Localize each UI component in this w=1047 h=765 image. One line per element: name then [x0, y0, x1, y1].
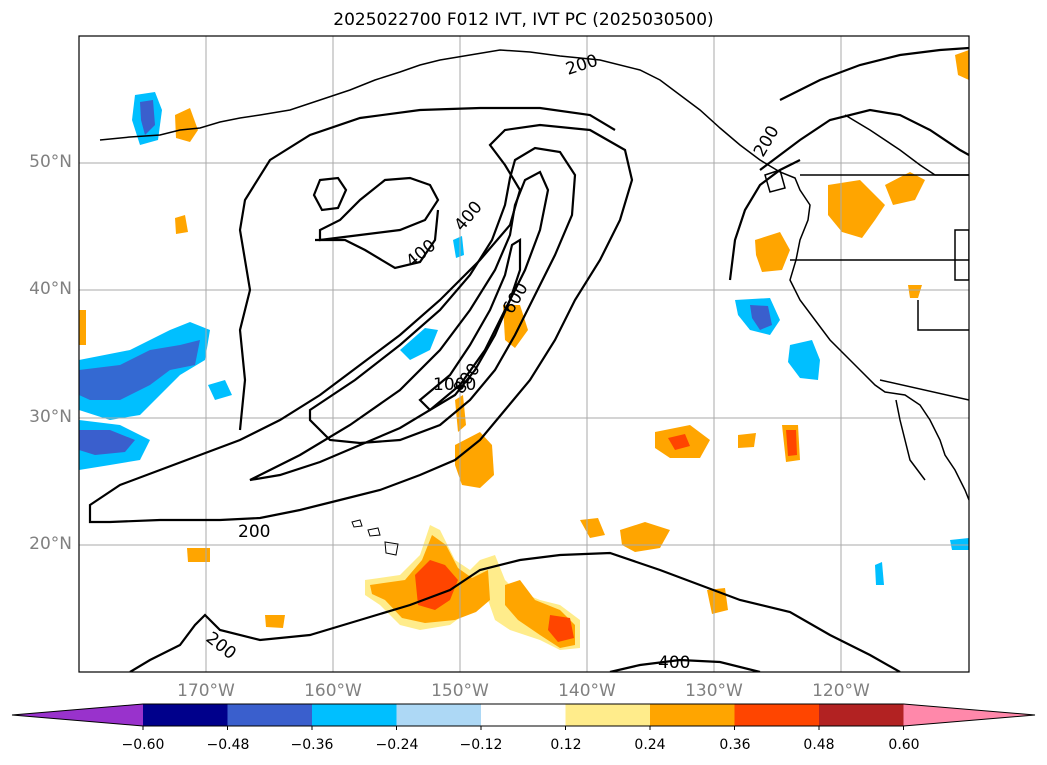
lat-label: 50°N — [29, 152, 72, 172]
lon-label: 120°W — [812, 681, 870, 701]
lat-label: 30°N — [29, 407, 72, 427]
contour-label: 200 — [238, 522, 270, 542]
colorbar-segment — [312, 704, 397, 726]
islands — [351, 519, 399, 556]
contour-label: 200 — [563, 51, 600, 80]
colorbar — [11, 703, 1036, 730]
lon-label: 160°W — [304, 681, 362, 701]
lon-label: 150°W — [431, 681, 489, 701]
contour-label: 1000 — [433, 375, 476, 395]
colorbar-tick-label: 0.60 — [888, 737, 920, 753]
colorbar-tick-label: −0.60 — [121, 737, 165, 753]
colorbar-tick-label: −0.36 — [290, 737, 334, 753]
colorbar-tick-label: 0.48 — [803, 737, 835, 753]
colorbar-segment — [481, 704, 566, 726]
lon-label: 170°W — [177, 681, 235, 701]
colorbar-segment — [143, 704, 228, 726]
colorbar-tick-label: 0.24 — [634, 737, 666, 753]
colorbar-tick-label: −0.12 — [459, 737, 503, 753]
colorbar-tick-label: 0.12 — [550, 737, 582, 753]
colorbar-segment — [565, 704, 651, 726]
gridlines — [79, 36, 969, 672]
colorbar-tick-label: 0.36 — [719, 737, 751, 753]
map-title: 2025022700 F012 IVT, IVT PC (2025030500) — [333, 10, 714, 30]
lon-label: 130°W — [685, 681, 743, 701]
colorbar-tick-label: −0.24 — [375, 737, 419, 753]
lon-label: 140°W — [558, 681, 616, 701]
colorbar-segment — [734, 704, 820, 726]
colorbar-segment — [396, 704, 482, 726]
negative-anomaly-shading — [79, 92, 969, 585]
lat-label: 20°N — [29, 534, 72, 554]
colorbar-extend-high — [903, 704, 1035, 726]
lat-label: 40°N — [29, 279, 72, 299]
colorbar-segment — [227, 704, 313, 726]
contour-label: 400 — [451, 197, 487, 235]
colorbar-segment — [650, 704, 735, 726]
colorbar-tick-label: −0.48 — [206, 737, 250, 753]
colorbar-segment — [819, 704, 904, 726]
coastlines — [99, 49, 969, 501]
colorbar-extend-low — [12, 704, 143, 726]
ivt-contours — [88, 46, 969, 672]
contour-label: 400 — [658, 653, 690, 673]
map-frame — [78, 35, 970, 673]
